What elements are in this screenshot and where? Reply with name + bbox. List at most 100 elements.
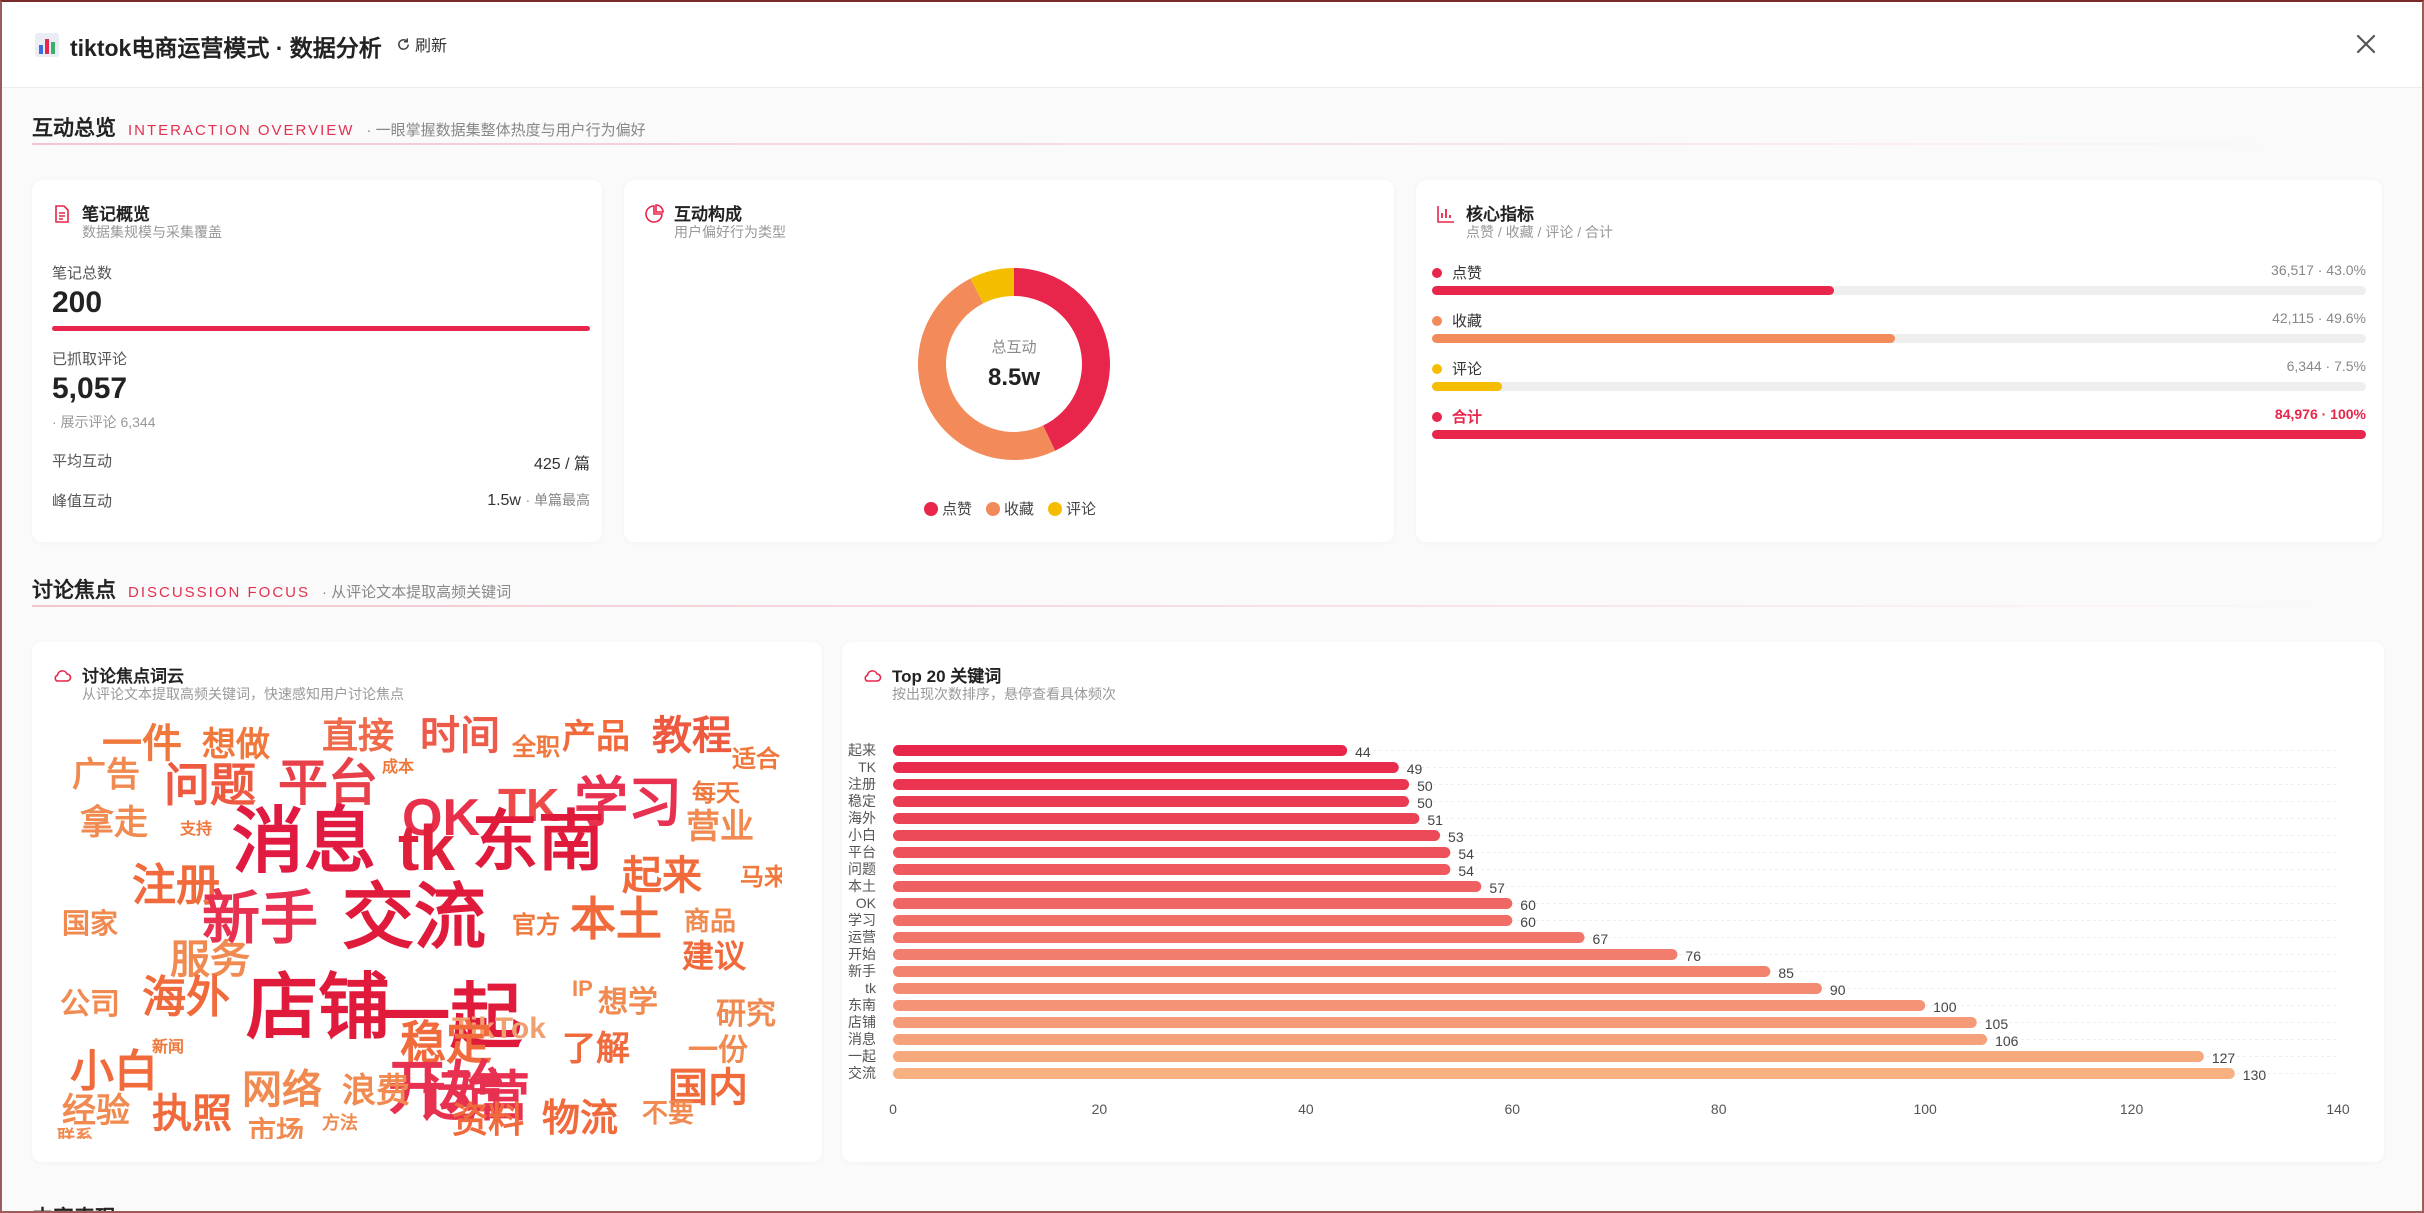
word-cloud-word[interactable]: 研究 bbox=[716, 998, 776, 1031]
bar[interactable] bbox=[893, 898, 1513, 909]
close-icon[interactable] bbox=[2352, 30, 2380, 58]
word-cloud-word[interactable]: 浪费 bbox=[342, 1072, 410, 1110]
word-cloud-word[interactable]: 新闻 bbox=[152, 1039, 185, 1056]
bar[interactable] bbox=[893, 1051, 2204, 1062]
word-cloud-word[interactable]: 小白 bbox=[70, 1047, 158, 1096]
word-cloud-word[interactable]: 成本 bbox=[382, 759, 415, 776]
y-tick-label: 运营 bbox=[848, 929, 876, 945]
word-cloud-word[interactable]: 执照 bbox=[152, 1092, 232, 1136]
card-subtitle: 数据集规模与采集覆盖 bbox=[82, 224, 222, 240]
word-cloud-word[interactable]: 每天 bbox=[692, 780, 740, 807]
word-cloud-word[interactable]: 广告 bbox=[72, 756, 140, 794]
word-cloud-word[interactable]: 海外 bbox=[142, 973, 230, 1022]
bar[interactable] bbox=[893, 915, 1513, 926]
bar[interactable] bbox=[893, 1017, 1977, 1028]
section-title: 讨论焦点 bbox=[32, 579, 116, 602]
word-cloud-word[interactable]: 运营 bbox=[422, 1067, 530, 1127]
peak-interaction-value: 1.5w · 单篇最高 bbox=[487, 490, 590, 510]
word-cloud-word[interactable]: 建议 bbox=[682, 938, 747, 974]
word-cloud-word[interactable]: 网络 bbox=[242, 1068, 322, 1112]
word-cloud-word[interactable]: 一起 bbox=[378, 978, 523, 1058]
bar[interactable] bbox=[893, 1000, 1926, 1011]
word-cloud-word[interactable]: 一份 bbox=[688, 1034, 748, 1067]
bar[interactable] bbox=[893, 966, 1771, 977]
word-cloud-word[interactable]: 全职 bbox=[512, 734, 560, 761]
word-cloud-word[interactable]: 消息 bbox=[232, 802, 377, 882]
word-cloud-word[interactable]: 注册 bbox=[132, 861, 220, 910]
word-cloud-word[interactable]: 学习 bbox=[574, 773, 682, 833]
word-cloud-word[interactable]: 国家 bbox=[62, 908, 119, 939]
donut-slice-collect[interactable] bbox=[917, 278, 1056, 461]
donut-slice-comment[interactable] bbox=[970, 268, 1014, 304]
bar[interactable] bbox=[893, 949, 1678, 960]
word-cloud-word[interactable]: 新手 bbox=[202, 886, 319, 951]
word-cloud-word[interactable]: 物流 bbox=[542, 1098, 619, 1139]
bar[interactable] bbox=[893, 796, 1410, 807]
bar[interactable] bbox=[893, 983, 1822, 994]
word-cloud-word[interactable]: 公司 bbox=[60, 988, 120, 1021]
y-tick-label: 东南 bbox=[848, 997, 876, 1013]
word-cloud-word[interactable]: 一件 bbox=[102, 722, 182, 766]
word-cloud-word[interactable]: 方法 bbox=[322, 1113, 358, 1133]
word-cloud-word[interactable]: 交流 bbox=[342, 878, 487, 958]
refresh-icon bbox=[398, 37, 409, 50]
word-cloud-word[interactable]: 开始 bbox=[388, 1056, 505, 1121]
legend-item-comment: 评论 bbox=[1048, 498, 1096, 519]
word-cloud-word[interactable]: 本土 bbox=[570, 893, 662, 945]
word-cloud-word[interactable]: 问题 bbox=[164, 759, 256, 811]
word-cloud-word[interactable]: 服务 bbox=[170, 938, 250, 982]
bar[interactable] bbox=[893, 1068, 2235, 1079]
bar[interactable] bbox=[893, 830, 1441, 841]
bar[interactable] bbox=[893, 847, 1451, 858]
word-cloud-word[interactable]: 资料 bbox=[452, 1099, 525, 1139]
word-cloud-word[interactable]: 东南 bbox=[472, 804, 604, 878]
metric-fill bbox=[1432, 430, 2366, 439]
word-cloud-word[interactable]: 拿走 bbox=[80, 804, 148, 842]
word-cloud-word[interactable]: 想做 bbox=[202, 726, 270, 764]
word-cloud-word[interactable]: tk bbox=[398, 812, 455, 884]
word-cloud-word[interactable]: 营业 bbox=[686, 808, 754, 846]
word-cloud-word[interactable]: 时间 bbox=[420, 714, 500, 758]
word-cloud-word[interactable]: 国内 bbox=[668, 1066, 748, 1110]
word-cloud-word[interactable]: 稳定 bbox=[400, 1017, 492, 1069]
word-cloud-word[interactable]: 官方 bbox=[512, 912, 560, 939]
word-cloud-word[interactable]: 想学 bbox=[598, 986, 658, 1019]
word-cloud-word[interactable]: 教程 bbox=[652, 714, 732, 758]
word-cloud-word[interactable]: 产品 bbox=[562, 718, 630, 756]
bar[interactable] bbox=[893, 881, 1482, 892]
word-cloud-word[interactable]: 市场 bbox=[248, 1116, 305, 1140]
word-cloud-word[interactable]: 商品 bbox=[684, 906, 737, 936]
bar[interactable] bbox=[893, 762, 1399, 773]
bar[interactable] bbox=[893, 864, 1451, 875]
donut-slice-like[interactable] bbox=[1014, 268, 1110, 451]
word-cloud-word[interactable]: 直接 bbox=[322, 715, 395, 756]
word-cloud-word[interactable]: 了解 bbox=[562, 1030, 630, 1068]
word-cloud-word[interactable]: TK bbox=[498, 779, 560, 831]
word-cloud-word[interactable]: 联系 bbox=[57, 1127, 93, 1139]
document-icon bbox=[55, 205, 69, 223]
data-label: 127 bbox=[2212, 1050, 2236, 1066]
section-subtitle: · 从评论文本提取高频关键词 bbox=[322, 584, 512, 601]
word-cloud-word[interactable]: IP bbox=[572, 976, 593, 1001]
bar[interactable] bbox=[893, 1034, 1988, 1045]
word-cloud-word[interactable]: 经验 bbox=[62, 1092, 130, 1130]
bar[interactable] bbox=[893, 745, 1348, 756]
word-cloud-word[interactable]: 起来 bbox=[622, 854, 702, 898]
word-cloud-word[interactable]: 适合 bbox=[732, 746, 780, 773]
donut-center-label: 总互动 bbox=[991, 339, 1037, 356]
bar[interactable] bbox=[893, 779, 1410, 790]
top-keywords-card: Top 20 关键词 按出现次数排序，悬停查看具体频次 起来 44 TK 49 注册 50… bbox=[842, 642, 2384, 1162]
word-cloud-word[interactable]: 马来 bbox=[740, 864, 782, 891]
word-cloud-word[interactable]: 支持 bbox=[180, 821, 213, 838]
bar[interactable] bbox=[893, 813, 1420, 824]
refresh-button[interactable]: 刷新 bbox=[396, 32, 447, 56]
data-label: 51 bbox=[1427, 812, 1443, 828]
legend-item-collect: 收藏 bbox=[986, 498, 1034, 519]
word-cloud-word[interactable]: 店铺 bbox=[246, 968, 391, 1048]
word-cloud-word[interactable]: 平台 bbox=[278, 755, 378, 811]
word-cloud-word[interactable]: OK bbox=[402, 789, 480, 847]
bar[interactable] bbox=[893, 932, 1585, 943]
word-cloud-word[interactable]: 不要 bbox=[642, 1098, 695, 1128]
word-cloud-word[interactable]: TikTok bbox=[452, 1012, 546, 1045]
data-label: 130 bbox=[2243, 1067, 2267, 1083]
